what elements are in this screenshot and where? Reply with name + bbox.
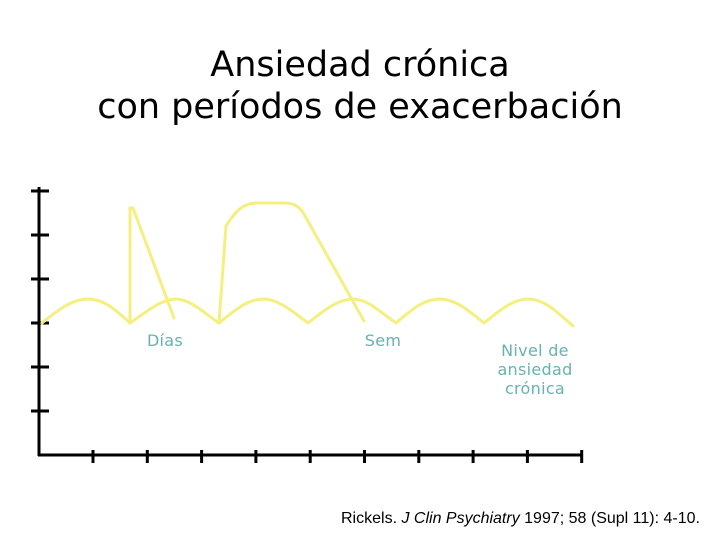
x-axis-ticks xyxy=(91,450,584,463)
chart-title: Ansiedad crónica con períodos de exacerb… xyxy=(0,44,720,128)
citation: Rickels. J Clin Psychiatry 1997; 58 (Sup… xyxy=(341,510,700,528)
annotation-nivel-line-3: crónica xyxy=(504,379,566,398)
series-line-spike-dias xyxy=(128,206,176,325)
annotation-nivel-ansiedad: Nivel de ansiedad crónica xyxy=(482,341,588,398)
chart-title-line-1: Ansiedad crónica xyxy=(210,45,510,85)
chart-axes xyxy=(31,187,584,463)
citation-author: Rickels. xyxy=(341,510,402,527)
y-axis-ticks xyxy=(31,189,49,413)
annotation-nivel-line-1: Nivel de xyxy=(501,341,569,360)
annotation-sem-text: Sem xyxy=(364,331,402,350)
series-line-baseline-wave xyxy=(40,297,575,328)
citation-details: 1997; 58 (Supl 11): 4-10. xyxy=(519,510,700,527)
chart-title-line-2: con períodos de exacerbación xyxy=(97,87,623,127)
annotation-nivel-line-2: ansiedad xyxy=(497,360,573,379)
citation-journal: J Clin Psychiatry xyxy=(401,510,520,527)
series-line-plateau-sem xyxy=(217,201,366,325)
annotation-dias-text: Días xyxy=(146,331,184,350)
annotation-dias: Días xyxy=(140,331,190,350)
annotation-sem: Sem xyxy=(358,331,408,350)
